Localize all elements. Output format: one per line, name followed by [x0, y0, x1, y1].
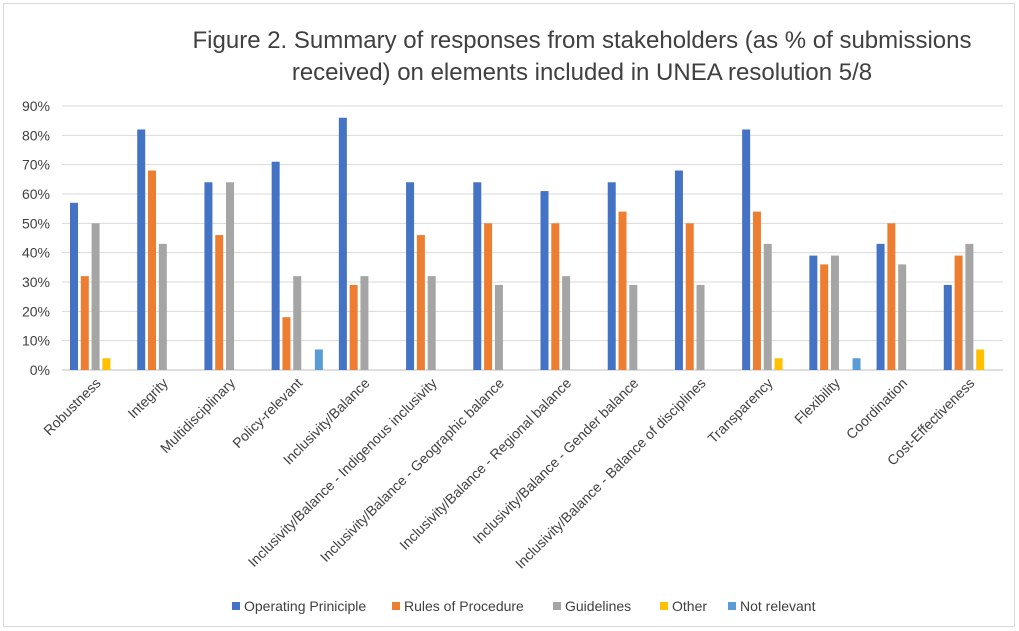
bar-rules-of-procedure — [148, 170, 157, 370]
bar-guidelines — [629, 284, 638, 370]
category-label: Transparency — [704, 375, 775, 446]
bar-guidelines — [562, 276, 571, 370]
y-tick-label: 20% — [22, 303, 50, 319]
bar-operating-priniciple — [406, 182, 415, 370]
bar-rules-of-procedure — [484, 223, 493, 370]
y-tick-label: 70% — [22, 157, 50, 173]
y-tick-label: 90% — [22, 98, 50, 114]
y-tick-label: 0% — [30, 362, 50, 378]
legend-label: Rules of Procedure — [404, 598, 524, 614]
bar-rules-of-procedure — [416, 235, 425, 370]
bar-operating-priniciple — [943, 284, 952, 370]
bar-other — [976, 349, 985, 370]
bar-guidelines — [494, 284, 503, 370]
bar-operating-priniciple — [70, 202, 78, 370]
bar-operating-priniciple — [876, 243, 885, 370]
chart-title-line-2: received) on elements included in UNEA r… — [292, 59, 872, 86]
bar-guidelines — [91, 223, 100, 370]
legend-label: Guidelines — [565, 598, 631, 614]
legend-swatch — [553, 602, 561, 610]
bar-guidelines — [898, 264, 907, 370]
bar-other — [102, 358, 111, 370]
bar-operating-priniciple — [809, 255, 818, 370]
bar-rules-of-procedure — [282, 317, 291, 370]
legend-label: Operating Priniciple — [244, 598, 366, 614]
bar-operating-priniciple — [473, 182, 482, 370]
bar-operating-priniciple — [540, 191, 549, 370]
legend-swatch — [660, 602, 668, 610]
legend-swatch — [392, 602, 400, 610]
bar-operating-priniciple — [742, 129, 751, 370]
bar-guidelines — [226, 182, 235, 370]
y-tick-label: 80% — [22, 127, 50, 143]
bar-operating-priniciple — [137, 129, 146, 370]
bar-rules-of-procedure — [820, 264, 829, 370]
bar-guidelines — [763, 243, 772, 370]
y-tick-label: 50% — [22, 215, 50, 231]
bar-rules-of-procedure — [954, 255, 963, 370]
bar-operating-priniciple — [338, 117, 347, 370]
legend-label: Other — [672, 598, 707, 614]
bar-rules-of-procedure — [685, 223, 694, 370]
bar-guidelines — [427, 276, 436, 370]
category-label: Flexibility — [791, 375, 843, 427]
y-tick-label: 30% — [22, 274, 50, 290]
category-label: Coordination — [843, 375, 910, 442]
bar-rules-of-procedure — [80, 276, 89, 370]
bar-not-relevant — [852, 358, 861, 370]
bar-operating-priniciple — [204, 182, 213, 370]
bar-rules-of-procedure — [887, 223, 896, 370]
category-label: Policy-relevant — [229, 375, 305, 451]
bar-guidelines — [293, 276, 302, 370]
bar-rules-of-procedure — [215, 235, 224, 370]
legend-label: Not relevant — [740, 598, 816, 614]
bar-guidelines — [158, 243, 167, 370]
chart-frame — [3, 3, 1015, 627]
bar-rules-of-procedure — [349, 284, 358, 370]
bar-operating-priniciple — [674, 170, 683, 370]
bar-guidelines — [360, 276, 369, 370]
bar-other — [774, 358, 783, 370]
bar-rules-of-procedure — [551, 223, 560, 370]
bar-guidelines — [965, 243, 974, 370]
bar-guidelines — [696, 284, 705, 370]
y-tick-label: 10% — [22, 333, 50, 349]
bar-operating-priniciple — [607, 182, 616, 370]
legend-swatch — [232, 602, 240, 610]
bar-guidelines — [830, 255, 839, 370]
chart-title-line-1: Figure 2. Summary of responses from stak… — [193, 27, 972, 54]
category-label: Robustness — [40, 375, 104, 439]
bar-rules-of-procedure — [752, 211, 761, 370]
bar-operating-priniciple — [271, 161, 280, 370]
legend-swatch — [728, 602, 736, 610]
category-label: Integrity — [124, 375, 171, 422]
y-tick-label: 60% — [22, 186, 50, 202]
bar-not-relevant — [314, 349, 323, 370]
y-tick-label: 40% — [22, 245, 50, 261]
bar-rules-of-procedure — [618, 211, 627, 370]
